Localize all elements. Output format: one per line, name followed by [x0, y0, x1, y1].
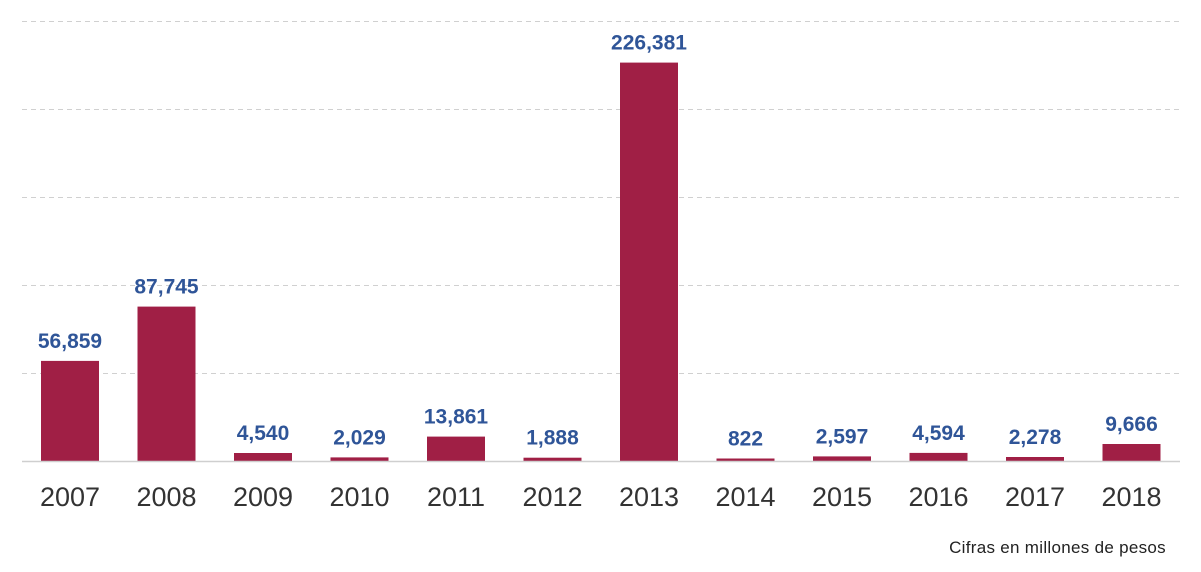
x-axis-tick-labels: 2007 2008 2009 2010 2011 2012 2013 2014 2015 2016…	[40, 482, 1162, 512]
value-label-2013: 226,381	[611, 32, 687, 55]
bar-2010	[330, 457, 389, 461]
x-tick-label-2011: 2011	[427, 482, 485, 512]
value-label-2017: 2,278	[1009, 426, 1062, 449]
bar-2007	[41, 360, 99, 461]
x-tick-label-2013: 2013	[619, 482, 679, 512]
gridlines	[22, 21, 1180, 374]
value-label-2012: 1,888	[526, 427, 579, 450]
bar-2012	[523, 457, 582, 461]
value-label-2011: 13,861	[424, 406, 489, 429]
bar-2016	[909, 452, 968, 461]
x-tick-label-2017: 2017	[1005, 482, 1065, 512]
x-tick-label-2012: 2012	[522, 482, 582, 512]
x-tick-label-2007: 2007	[40, 482, 100, 512]
x-tick-label-2008: 2008	[136, 482, 196, 512]
bar-2011	[427, 436, 485, 461]
x-tick-label-2015: 2015	[812, 482, 872, 512]
bar-2008	[137, 306, 196, 461]
x-tick-label-2010: 2010	[329, 482, 389, 512]
bar-2013	[620, 62, 678, 461]
bars	[41, 62, 1161, 461]
value-label-2010: 2,029	[333, 426, 386, 449]
bar-2018	[1102, 444, 1161, 461]
value-label-2015: 2,597	[816, 425, 869, 448]
bar-2014	[716, 458, 775, 461]
value-label-2008: 87,745	[134, 276, 199, 299]
value-label-2014: 822	[728, 428, 763, 451]
value-label-2007: 56,859	[38, 330, 102, 353]
value-label-2018: 9,666	[1105, 413, 1158, 436]
x-tick-label-2009: 2009	[233, 482, 293, 512]
bar-2009	[234, 453, 292, 461]
value-label-2016: 4,594	[912, 422, 965, 445]
bar-2015	[813, 456, 871, 461]
x-tick-label-2014: 2014	[715, 482, 775, 512]
value-labels: 56,859 87,745 4,540 2,029 13,861 1,888 226,381…	[38, 32, 1158, 451]
value-label-2009: 4,540	[237, 422, 290, 445]
x-tick-label-2018: 2018	[1101, 482, 1161, 512]
units-note: Cifras en millones de pesos	[949, 538, 1166, 557]
bar-2017	[1006, 457, 1064, 461]
x-tick-label-2016: 2016	[908, 482, 968, 512]
